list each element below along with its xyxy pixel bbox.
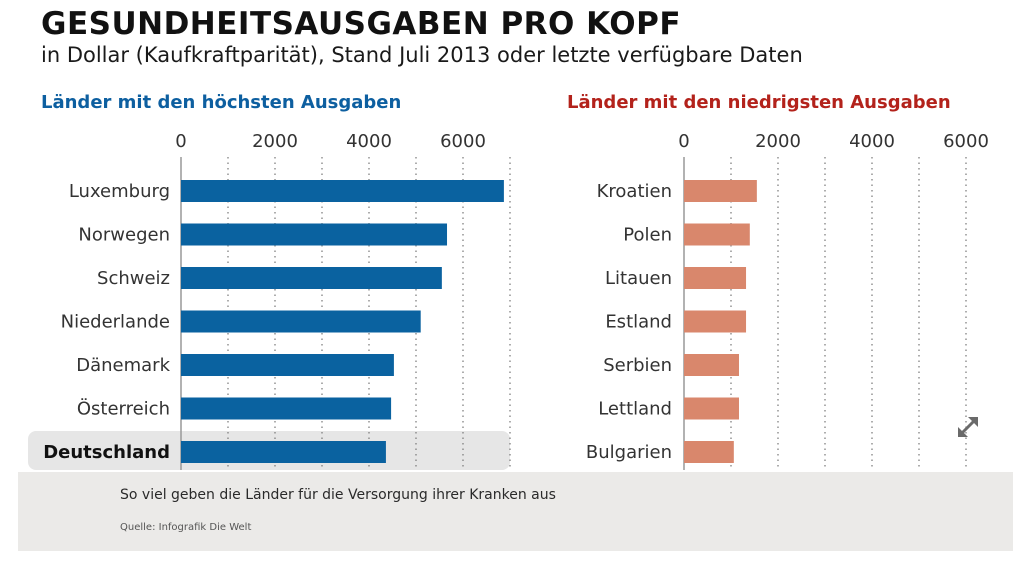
tick-label: 4000 [849, 131, 895, 152]
tick-label: 0 [678, 131, 689, 152]
bar [684, 354, 739, 376]
category-label: Litauen [605, 268, 672, 289]
tick-label: 2000 [755, 131, 801, 152]
chart-title: GESUNDHEITSAUSGABEN PRO KOPF [41, 6, 682, 42]
panel-title-highest: Länder mit den höchsten Ausgaben [41, 92, 402, 113]
category-label: Norwegen [78, 225, 170, 246]
tick-label: 6000 [943, 131, 989, 152]
category-label: Lettland [598, 399, 672, 420]
bar [181, 267, 442, 289]
bar [181, 310, 421, 333]
category-label: Niederlande [61, 312, 170, 333]
category-label: Dänemark [76, 355, 170, 376]
chart-subtitle: in Dollar (Kaufkraftparität), Stand Juli… [41, 43, 803, 67]
bar [181, 397, 392, 420]
category-label: Estland [605, 312, 672, 333]
category-label: Bulgarien [586, 442, 672, 463]
expand-arrows-icon[interactable] [955, 414, 981, 440]
bar [181, 354, 394, 376]
caption-box: So viel geben die Länder für die Versorg… [18, 472, 1013, 551]
bar [684, 180, 757, 202]
bar [684, 310, 747, 333]
category-label: Kroatien [597, 181, 672, 202]
tick-label: 6000 [440, 131, 486, 152]
caption-source: Quelle: Infografik Die Welt [120, 522, 252, 533]
panel-title-lowest: Länder mit den niedrigsten Ausgaben [567, 92, 951, 113]
bar [684, 223, 750, 246]
category-label: Luxemburg [69, 181, 170, 202]
bar [181, 441, 386, 463]
bar [684, 441, 734, 463]
caption-text: So viel geben die Länder für die Versorg… [120, 487, 556, 503]
category-label: Polen [623, 225, 672, 246]
category-label: Serbien [603, 355, 672, 376]
tick-label: 0 [175, 131, 186, 152]
bar [684, 267, 747, 289]
tick-label: 4000 [346, 131, 392, 152]
bar [181, 180, 504, 202]
category-label: Schweiz [97, 268, 170, 289]
tick-label: 2000 [252, 131, 298, 152]
bar [684, 397, 739, 420]
category-label: Deutschland [43, 442, 170, 463]
category-label: Österreich [77, 398, 170, 420]
bar [181, 223, 448, 246]
